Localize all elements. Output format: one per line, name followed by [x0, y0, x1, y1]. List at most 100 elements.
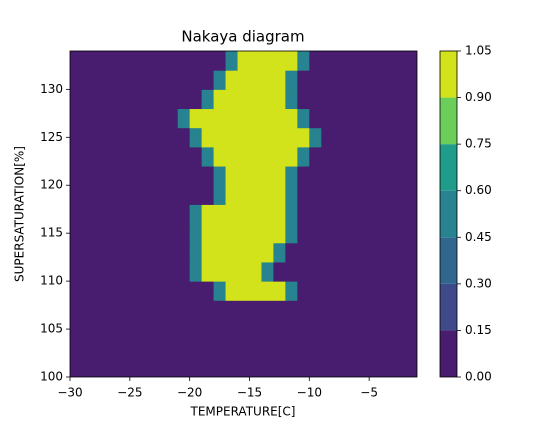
contour-cell [297, 281, 310, 301]
contour-cell [70, 319, 83, 340]
contour-cell [357, 223, 370, 244]
contour-cell [249, 204, 262, 225]
contour-cell [201, 357, 215, 377]
contour-cell [70, 146, 83, 167]
contour-cell [141, 319, 155, 340]
contour-cell [213, 357, 227, 377]
contour-cell [405, 357, 417, 377]
contour-cell [105, 166, 119, 186]
contour-cell [225, 185, 239, 205]
contour-cell [201, 127, 215, 148]
contour-cell [117, 89, 131, 110]
contour-cell [93, 51, 107, 71]
contour-cell [117, 300, 131, 320]
contour-cell [70, 300, 83, 320]
contour-cell [165, 223, 179, 244]
contour-cell [237, 319, 250, 340]
contour-cell [297, 70, 310, 90]
contour-cell [93, 127, 107, 148]
contour-cell [189, 300, 203, 320]
contour-cell [189, 185, 203, 205]
contour-cell [369, 338, 382, 359]
contour-cell [81, 300, 95, 320]
contour-cell [261, 146, 274, 167]
colorbar-tick-label: 0.75 [465, 137, 492, 151]
colorbar-tick-label: 1.05 [465, 44, 492, 58]
contour-cell [309, 146, 322, 167]
contour-cell [369, 281, 382, 301]
contour-cell [273, 281, 286, 301]
contour-cell [261, 319, 274, 340]
contour-cell [249, 338, 262, 359]
contour-cell [225, 242, 239, 263]
contour-cell [405, 127, 417, 148]
contour-cell [357, 242, 370, 263]
contour-cell [213, 108, 227, 129]
contour-cell [249, 281, 262, 301]
contour-cell [321, 166, 334, 186]
contour-cell [309, 319, 322, 340]
contour-cell [369, 319, 382, 340]
contour-cell [81, 261, 95, 282]
contour-cell [189, 108, 203, 129]
contour-cell [333, 338, 346, 359]
contour-cell [177, 281, 191, 301]
contour-cell [70, 127, 83, 148]
contour-cell [201, 146, 215, 167]
contour-cell [129, 146, 143, 167]
contour-cell [141, 70, 155, 90]
contour-cell [237, 223, 250, 244]
contour-cell [297, 242, 310, 263]
contour-cell [237, 70, 250, 90]
contour-cell [345, 319, 358, 340]
contour-cell [261, 242, 274, 263]
contour-cell [129, 127, 143, 148]
contour-cell [70, 357, 83, 377]
x-tick-label: −20 [177, 386, 202, 400]
contour-cell [93, 89, 107, 110]
contour-cell [189, 281, 203, 301]
contour-cell [285, 185, 298, 205]
contour-cell [249, 185, 262, 205]
contour-cell [369, 300, 382, 320]
contour-cell [105, 70, 119, 90]
contour-cell [105, 146, 119, 167]
contour-cell [70, 108, 83, 129]
contour-cell [381, 70, 394, 90]
contour-cell [165, 204, 179, 225]
contour-cell [237, 108, 250, 129]
contour-cell [201, 166, 215, 186]
contour-cell [405, 223, 417, 244]
contour-cell [141, 223, 155, 244]
contour-cell [129, 185, 143, 205]
contour-cell [333, 223, 346, 244]
contour-cell [345, 338, 358, 359]
contour-cell [369, 89, 382, 110]
contour-cell [201, 319, 215, 340]
contour-cell [369, 357, 382, 377]
contour-cell [189, 319, 203, 340]
contour-cell [81, 146, 95, 167]
contour-cell [70, 204, 83, 225]
contour-cell [189, 89, 203, 110]
contour-cell [117, 357, 131, 377]
contour-cell [345, 166, 358, 186]
contour-cell [201, 261, 215, 282]
contour-cell [153, 204, 167, 225]
contour-cell [309, 185, 322, 205]
contour-cell [273, 204, 286, 225]
contour-cell [117, 242, 131, 263]
contour-cell [189, 70, 203, 90]
contour-cell [213, 166, 227, 186]
colorbar-band [440, 144, 457, 191]
contour-cell [129, 70, 143, 90]
contour-cell [70, 223, 83, 244]
contour-cell [237, 127, 250, 148]
contour-cell [249, 223, 262, 244]
contour-cell [165, 242, 179, 263]
contour-cell [357, 319, 370, 340]
contour-cell [213, 223, 227, 244]
contour-cell [81, 357, 95, 377]
contour-cell [369, 185, 382, 205]
